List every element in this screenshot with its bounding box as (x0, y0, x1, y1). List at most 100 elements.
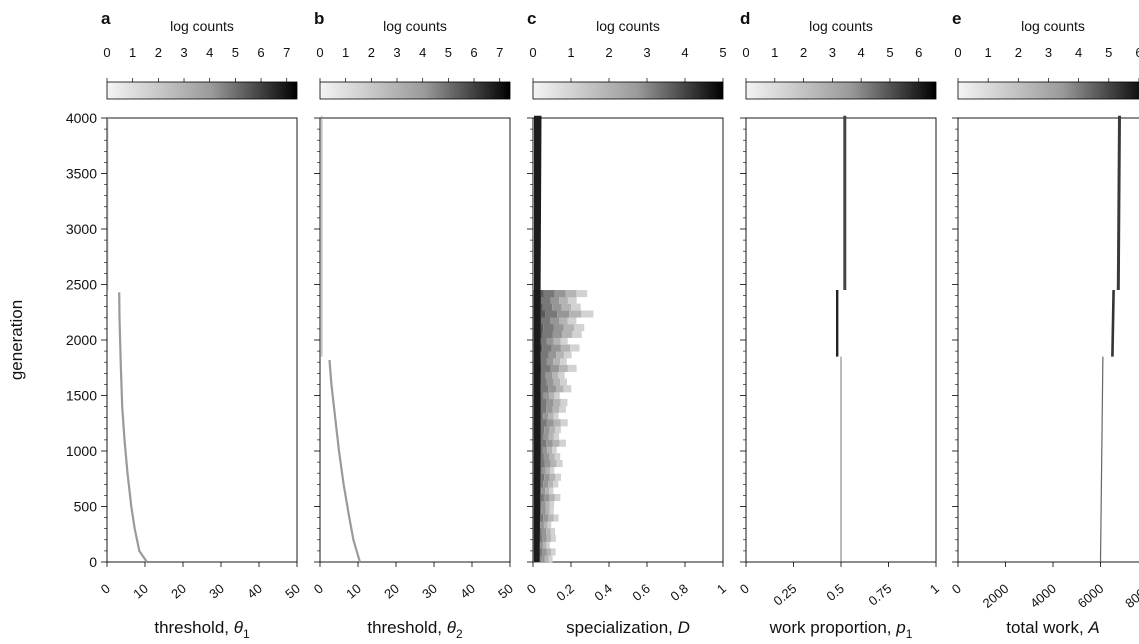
heat-cell (546, 534, 552, 542)
heat-cell (541, 296, 551, 304)
heat-cell (548, 514, 554, 522)
x-tick-label: 0 (737, 581, 752, 597)
heat-cell (541, 528, 547, 536)
heat-cell (567, 296, 577, 304)
heat-cell (556, 351, 564, 359)
y-tick-label: 1000 (66, 443, 97, 459)
colorbar-tick-label: 4 (419, 45, 426, 60)
panel-label: b (314, 9, 324, 28)
colorbar-tick-label: 3 (1045, 45, 1052, 60)
x-axis-label: work proportion, p1 (769, 618, 913, 641)
heat-cell (553, 412, 559, 420)
x-axis-label: total work, A (1006, 618, 1100, 637)
y-tick-label: 3500 (66, 166, 97, 182)
heat-cell (567, 317, 577, 325)
colorbar-tick-label: 0 (954, 45, 961, 60)
colorbar-tick-label: 3 (643, 45, 650, 60)
heat-cell (559, 317, 568, 325)
heat-cell (552, 405, 560, 413)
heat-cell (560, 358, 567, 366)
plot-frame (745, 117, 937, 563)
heat-cell (539, 378, 547, 386)
colorbar-tick-label: 3 (180, 45, 187, 60)
heat-cell (554, 453, 561, 461)
heat-cell (541, 364, 551, 372)
x-tick-label: 1 (927, 581, 942, 597)
colorbar-label: log counts (383, 18, 447, 34)
panel-label: e (952, 9, 961, 28)
heat-cell (539, 398, 547, 406)
panel-e: e log counts 0 1 2 3 4 5 6 0 2000 4000 6000 8000 total… (949, 9, 1139, 637)
heat-cell (544, 555, 549, 563)
heat-cell (546, 419, 554, 427)
heat-cell (549, 426, 556, 434)
colorbar-tick-label: 7 (496, 45, 503, 60)
x-tick-label: 0.5 (823, 581, 846, 604)
heat-cell (542, 534, 547, 542)
heat-cell (560, 398, 568, 406)
heat-cell (546, 528, 551, 536)
heat-cell (538, 514, 544, 522)
heat-cell (571, 330, 582, 338)
heat-cell (543, 290, 555, 298)
heat-cell (562, 330, 572, 338)
colorbar-tick-label: 5 (445, 45, 452, 60)
colorbar-tick-label: 0 (316, 45, 323, 60)
colorbar-label: log counts (596, 18, 660, 34)
heat-cell (545, 507, 550, 515)
heat-cell (548, 555, 553, 563)
heat-cell (538, 480, 544, 488)
heat-cell (543, 412, 549, 420)
heat-cell (546, 405, 553, 413)
heat-cell (545, 500, 550, 508)
colorbar (532, 81, 724, 100)
heat-cell (539, 439, 547, 447)
heat-cell (543, 392, 550, 400)
heat-cell (545, 466, 550, 474)
y-tick-label: 2500 (66, 277, 97, 293)
heat-cell (545, 371, 552, 379)
heat-cell (576, 290, 588, 298)
heat-cell (581, 310, 594, 318)
heat-cell (552, 330, 563, 338)
heat-cell (539, 405, 547, 413)
heat-cell (549, 507, 554, 515)
heat-cell (546, 439, 553, 447)
heat-cell (565, 290, 577, 298)
panel-c: c log counts 0 1 2 3 4 5 0 0.2 0.4 0.6 0.8 1 specializ… (524, 9, 729, 637)
x-tick-label: 0.8 (667, 581, 690, 604)
x-tick-label: 30 (206, 581, 227, 602)
heat-cell (555, 426, 561, 434)
x-axis-label: specialization, D (566, 618, 690, 637)
heat-cell (550, 460, 557, 468)
heat-cell (563, 385, 572, 393)
heat-cell (549, 487, 554, 495)
colorbar-tick-label: 4 (1075, 45, 1082, 60)
heat-cell (537, 534, 543, 542)
colorbar-label: log counts (170, 18, 234, 34)
y-tick-label: 4000 (66, 110, 97, 126)
heat-cell (542, 548, 547, 556)
colorbar-tick-label: 4 (858, 45, 865, 60)
x-axis-label: threshold, θ1 (154, 618, 250, 641)
heat-cell (560, 378, 568, 386)
heat-cell (548, 432, 554, 440)
heat-cell (558, 371, 565, 379)
heat-cell (560, 344, 571, 352)
heat-cell (551, 371, 559, 379)
x-tick-label: 20 (168, 581, 189, 602)
x-tick-label: 40 (457, 581, 478, 602)
heat-cell (541, 487, 546, 495)
heat-cell (569, 310, 582, 318)
heat-cell (555, 473, 561, 481)
heat-cell (542, 330, 553, 338)
plot-frame (319, 117, 511, 563)
x-tick-label: 0.75 (865, 581, 894, 609)
heat-cell (559, 439, 567, 447)
x-tick-label: 10 (343, 581, 364, 602)
plot-frame (106, 117, 298, 563)
heat-cell (544, 426, 550, 434)
heat-cell (559, 364, 568, 372)
heat-cell (543, 480, 549, 488)
heat-cell (553, 398, 561, 406)
